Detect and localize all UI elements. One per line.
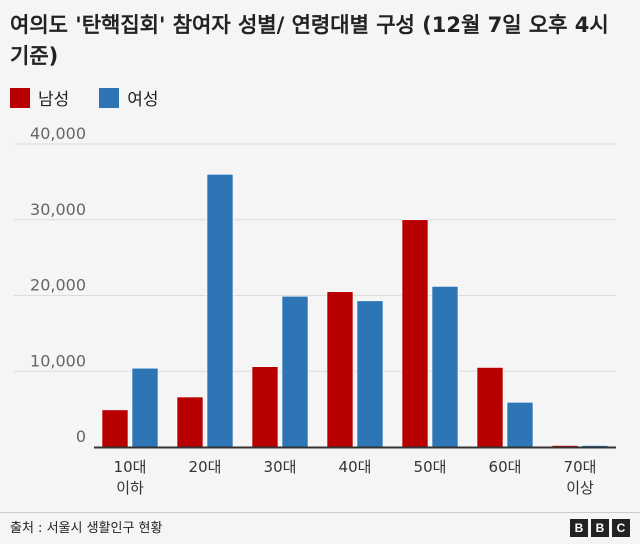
bar-female: [506, 402, 534, 448]
source-text: 출처 : 서울시 생활인구 현황: [10, 521, 163, 536]
legend-item-male: 남성: [10, 85, 69, 110]
legend-item-female: 여성: [99, 85, 159, 110]
bar-female: [131, 367, 159, 448]
legend: 남성 여성: [10, 85, 159, 110]
bar-male: [326, 291, 354, 448]
legend-label-female: 여성: [127, 90, 159, 110]
bar-female: [281, 295, 309, 448]
x-tick-label: 40대: [339, 458, 372, 476]
bar-male: [476, 367, 504, 448]
bar-male: [101, 409, 129, 448]
bar-male: [176, 396, 204, 448]
legend-swatch-female: [99, 87, 120, 108]
y-tick-label: 10,000: [30, 351, 86, 370]
y-tick-label: 40,000: [30, 124, 86, 143]
y-tick-label: 0: [76, 427, 86, 446]
y-tick-label: 30,000: [30, 200, 86, 219]
x-tick-label: 60대: [489, 458, 522, 476]
x-tick-label: 70대 이상: [564, 458, 597, 497]
x-tick-label: 30대: [264, 458, 297, 476]
logo-letter: B: [570, 519, 588, 537]
x-tick-label: 10대 이하: [114, 458, 147, 497]
bar-male: [401, 219, 429, 448]
bar-chart: 0 10,000 20,000 30,000 40,000 10대 이하 20대 30대 40대 5…: [14, 124, 616, 497]
bar-female: [431, 286, 459, 448]
bbc-logo: B B C: [570, 519, 630, 537]
y-tick-label: 20,000: [30, 276, 86, 295]
logo-letter: B: [591, 519, 609, 537]
x-tick-label: 20대: [189, 458, 222, 476]
footer-divider: [0, 512, 640, 513]
legend-swatch-male: [10, 87, 30, 108]
x-tick-label: 50대: [414, 458, 447, 476]
bar-male: [251, 366, 279, 448]
logo-letter: C: [612, 519, 630, 537]
bar-female: [356, 300, 384, 448]
legend-label-male: 남성: [38, 90, 70, 110]
chart-title: 여의도 '탄핵집회' 참여자 성별/ 연령대별 구성 (12월 7일 오후 4시…: [10, 13, 609, 68]
bar-female: [206, 174, 234, 448]
